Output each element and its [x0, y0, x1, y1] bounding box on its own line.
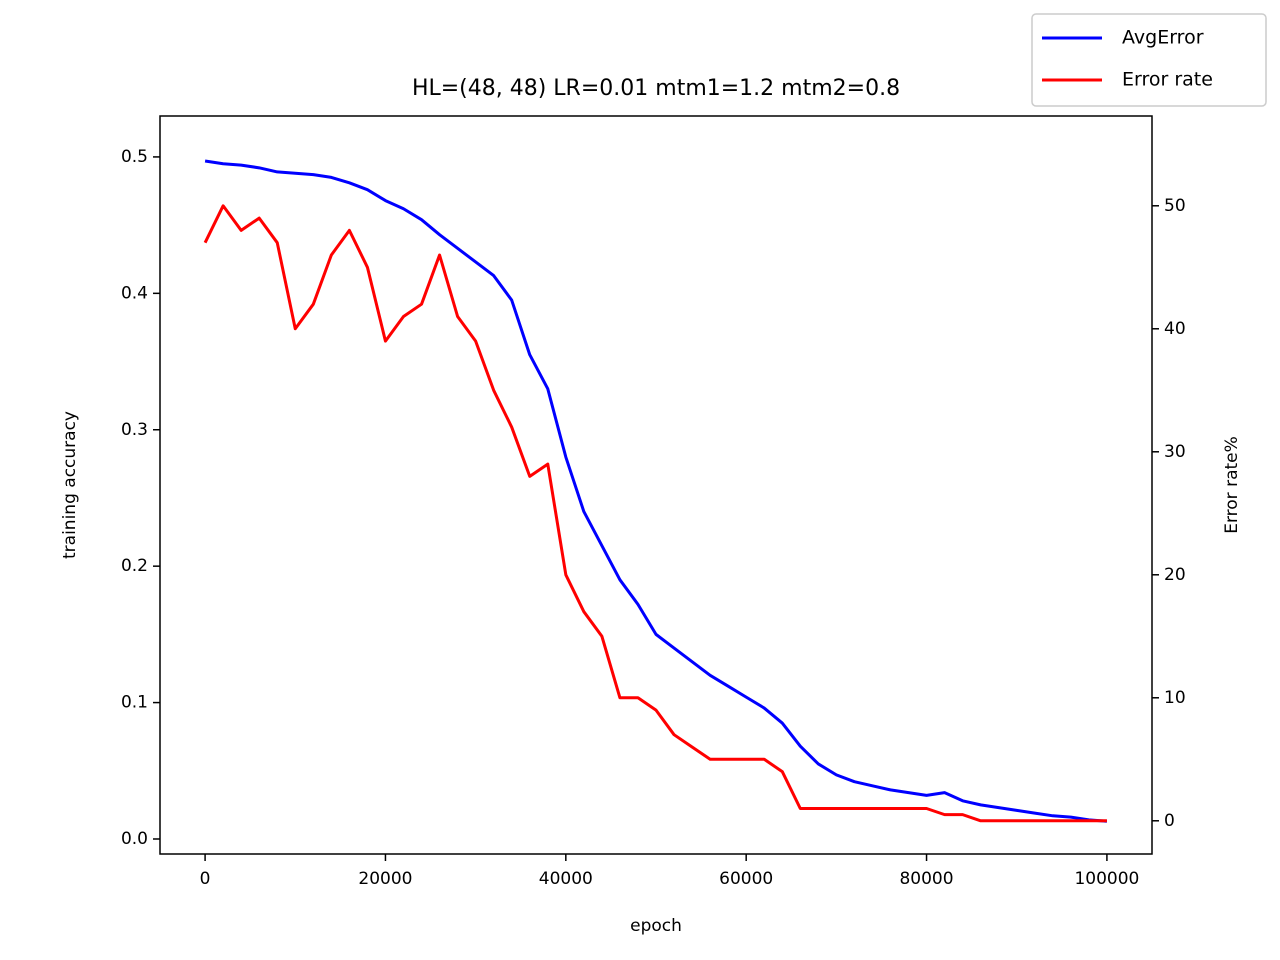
x-axis-label: epoch: [630, 916, 682, 936]
x-tick-label: 60000: [719, 869, 773, 889]
y2-tick-label: 50: [1164, 196, 1186, 216]
y-tick-label: 0.0: [121, 829, 148, 849]
x-tick-label: 40000: [539, 869, 593, 889]
y-axis-label: training accuracy: [60, 411, 80, 559]
x-tick-label: 20000: [358, 869, 412, 889]
legend-label: Error rate: [1122, 69, 1213, 91]
y2-tick-label: 20: [1164, 565, 1186, 585]
x-tick-label: 0: [200, 869, 211, 889]
plot-frame: [159, 115, 1153, 855]
y-tick-label: 0.2: [121, 556, 148, 576]
y-tick-label: 0.3: [121, 420, 148, 440]
y-tick-label: 0.4: [121, 283, 148, 303]
x-tick-label: 100000: [1074, 869, 1139, 889]
chart-title: HL=(48, 48) LR=0.01 mtm1=1.2 mtm2=0.8: [412, 76, 900, 101]
data-line: [204, 159, 1108, 823]
y-tick-label: 0.1: [121, 693, 148, 713]
y-tick-label: 0.5: [121, 147, 148, 167]
y2-tick-label: 0: [1164, 811, 1175, 831]
y2-tick-label: 10: [1164, 688, 1186, 708]
y2-axis-label: Error rate%: [1222, 436, 1242, 534]
y2-tick-label: 40: [1164, 319, 1186, 339]
data-line: [203, 204, 1107, 823]
x-tick-label: 80000: [899, 869, 953, 889]
y2-tick-label: 30: [1164, 442, 1186, 462]
legend-label: AvgError: [1122, 27, 1204, 49]
